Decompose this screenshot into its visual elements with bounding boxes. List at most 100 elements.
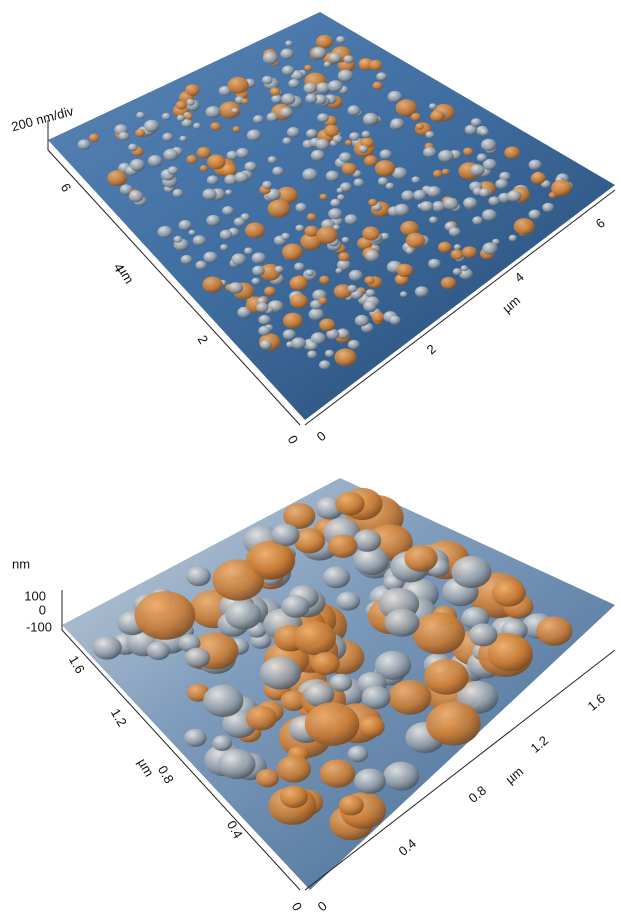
surface-2 bbox=[62, 478, 615, 890]
surface-bump bbox=[107, 170, 127, 186]
surface-bump bbox=[174, 236, 183, 243]
surface-bump bbox=[92, 636, 121, 660]
surface-bump bbox=[454, 244, 461, 250]
surface-bump bbox=[280, 107, 293, 117]
surface-bump bbox=[423, 147, 436, 158]
surface-bump bbox=[424, 659, 469, 695]
surface-bump bbox=[328, 535, 357, 558]
left-tick-label: 1.2 bbox=[108, 706, 130, 729]
surface-bump bbox=[282, 66, 294, 76]
surface-bump bbox=[220, 244, 228, 251]
surface-bump bbox=[385, 609, 420, 637]
surface-bump bbox=[481, 139, 496, 151]
surface-bump bbox=[363, 301, 376, 312]
surface-bump bbox=[231, 253, 246, 265]
surface-bump bbox=[349, 132, 360, 141]
surface-bump bbox=[326, 171, 339, 182]
surface-bump bbox=[316, 35, 333, 49]
surface-bump bbox=[229, 282, 244, 294]
surface-bump bbox=[218, 749, 256, 779]
surface-bump bbox=[335, 268, 342, 274]
surface-bump bbox=[181, 255, 193, 264]
surface-bump bbox=[328, 208, 342, 219]
surface-bump bbox=[504, 146, 520, 159]
surface-bump bbox=[355, 315, 369, 326]
surface-bump bbox=[252, 266, 265, 276]
surface-bump bbox=[176, 101, 187, 110]
surface-bump bbox=[290, 294, 308, 308]
surface-bump bbox=[185, 84, 200, 96]
surface-bump bbox=[426, 702, 481, 746]
surface-bump bbox=[336, 36, 345, 43]
surface-bump bbox=[244, 247, 253, 254]
surface-bump bbox=[348, 340, 360, 350]
surface-bump bbox=[316, 82, 330, 93]
surface-bump bbox=[283, 313, 303, 329]
surface-bump bbox=[415, 286, 429, 297]
surface-bump bbox=[362, 686, 391, 709]
surface-bump bbox=[268, 156, 277, 163]
surface-bump bbox=[118, 132, 129, 141]
surface-bump bbox=[311, 652, 340, 675]
surface-bump bbox=[210, 122, 221, 130]
surface-bump bbox=[529, 210, 541, 220]
right-tick-label: 6 bbox=[593, 215, 608, 231]
surface-bump bbox=[368, 199, 377, 206]
z-axis-label: nm bbox=[12, 556, 30, 571]
surface-bump bbox=[186, 99, 195, 106]
surface-bump bbox=[225, 601, 261, 630]
left-tick-label: 6 bbox=[58, 181, 75, 195]
surface-bump bbox=[443, 198, 458, 210]
surface-bump bbox=[311, 150, 325, 161]
surface-bump bbox=[551, 180, 572, 196]
surface-bump bbox=[366, 289, 376, 297]
surface-bump bbox=[282, 244, 303, 261]
surface-bump bbox=[262, 76, 273, 85]
surface-bump bbox=[372, 82, 382, 90]
surface-bump bbox=[495, 179, 508, 189]
surface-bump bbox=[372, 312, 385, 323]
right-tick-label: 1.2 bbox=[528, 733, 551, 756]
left-axis-label: µm bbox=[135, 756, 157, 779]
surface-bump bbox=[203, 685, 243, 717]
surface-bump bbox=[236, 148, 249, 158]
surface-bump bbox=[406, 233, 425, 248]
surface-bump bbox=[263, 52, 278, 64]
z-axis-label: 200 nm/div bbox=[10, 103, 76, 134]
surface-bump bbox=[347, 285, 357, 293]
surface-bump bbox=[135, 591, 196, 640]
surface-bump bbox=[394, 204, 409, 216]
surface-bump bbox=[262, 181, 272, 189]
surface-bump bbox=[339, 795, 364, 815]
surface-bump bbox=[320, 194, 328, 200]
surface-bump bbox=[253, 115, 264, 123]
surface-bump bbox=[185, 114, 192, 120]
surface-bump bbox=[479, 188, 490, 197]
surface-bump bbox=[306, 129, 317, 138]
surface-bump bbox=[472, 216, 483, 225]
surface-bump bbox=[365, 250, 379, 262]
surface-bump bbox=[280, 786, 308, 808]
surface-bump bbox=[290, 276, 308, 291]
surface-bump bbox=[492, 580, 526, 607]
surface-bump bbox=[264, 287, 276, 296]
surface-bump bbox=[451, 556, 491, 588]
surface-bump bbox=[280, 49, 294, 60]
surface-bump bbox=[330, 674, 353, 692]
surface-bump bbox=[404, 545, 437, 572]
surface-bump bbox=[231, 108, 238, 114]
surface-bump bbox=[420, 201, 434, 212]
surface-bump bbox=[380, 149, 392, 159]
surface-bump bbox=[258, 326, 270, 336]
right-tick-label: 2 bbox=[424, 341, 439, 357]
surface-bump bbox=[260, 657, 301, 690]
surface-bump bbox=[282, 137, 291, 144]
surface-bump bbox=[337, 188, 344, 194]
surface-bump bbox=[294, 263, 304, 271]
surface-bump bbox=[225, 190, 232, 196]
surface-bump bbox=[477, 154, 487, 162]
right-tick-label: 0 bbox=[315, 898, 330, 914]
surface-bump bbox=[320, 759, 356, 787]
surface-bump bbox=[429, 103, 437, 109]
surface-bump bbox=[328, 80, 343, 92]
